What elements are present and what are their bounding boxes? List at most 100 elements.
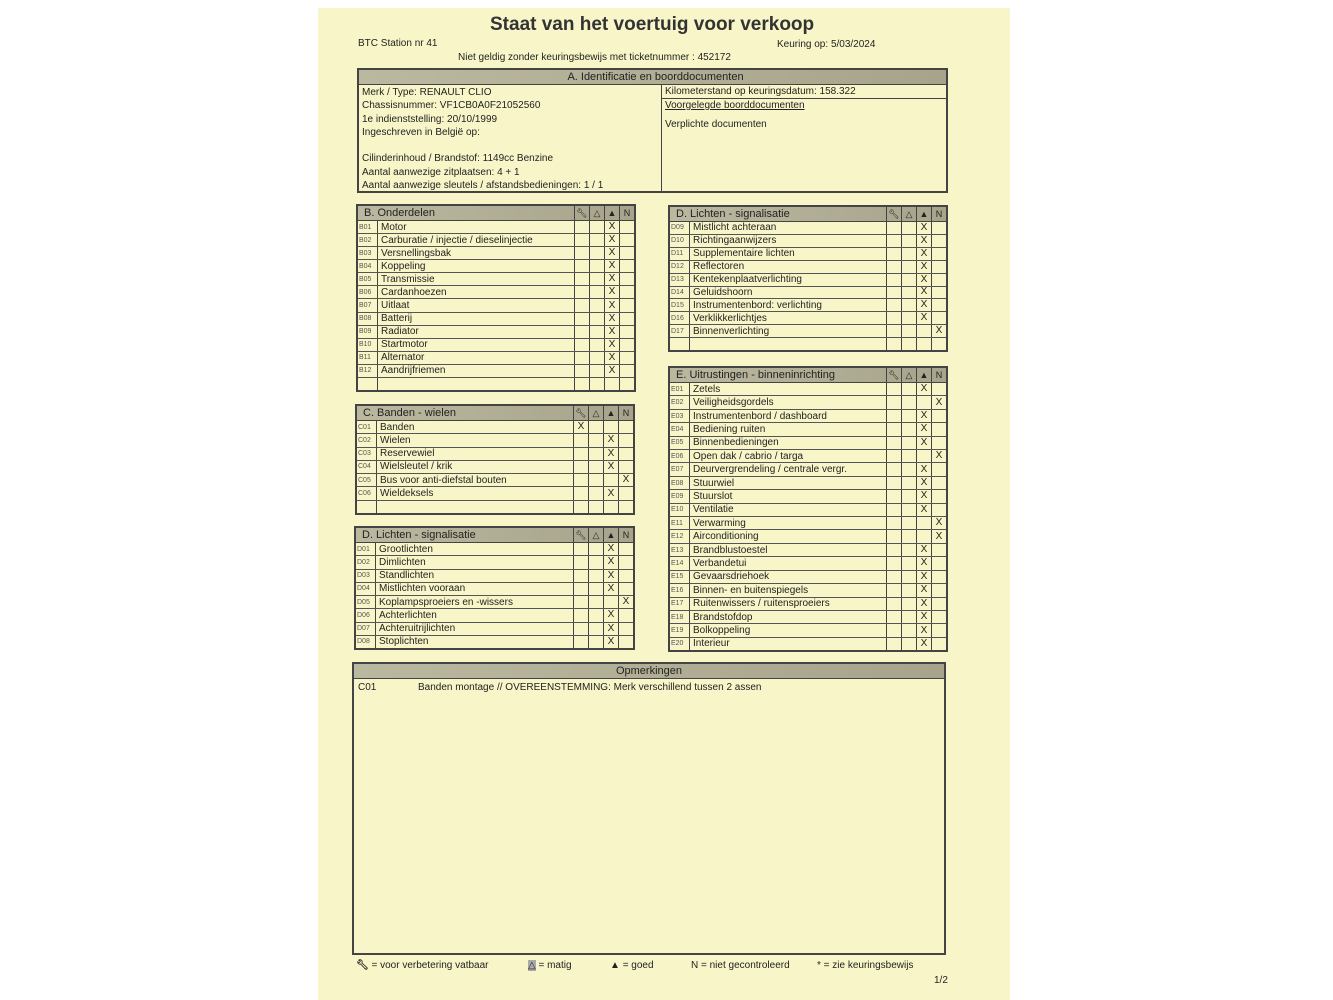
table-row: B03 Versnellingsbak X [358, 247, 634, 261]
item-code: D09 [670, 222, 690, 234]
item-name: Achteruitrijlichten [379, 623, 456, 635]
item-code: E06 [670, 450, 690, 463]
check-cell-niet [931, 260, 946, 273]
vehicle-detail-line: Merk / Type: RENAULT CLIO [362, 87, 492, 98]
item-code: C03 [357, 447, 377, 460]
check-cell-goed: X [604, 247, 619, 260]
check-cell-matig [589, 247, 604, 260]
item-code: B02 [358, 234, 378, 247]
check-cell-goed: X [916, 286, 931, 299]
check-cell-niet: X [931, 530, 946, 543]
item-code: E20 [670, 637, 690, 651]
check-cell-verbetering [886, 396, 901, 409]
table-row: E16 Binnen- en buitenspiegels X [670, 584, 946, 598]
check-cell-goed: X [916, 222, 931, 234]
legend-niet: N = niet gecontroleerd [691, 960, 790, 971]
item-code: E09 [670, 490, 690, 503]
check-cell-niet: X [931, 396, 946, 409]
item-code: E18 [670, 610, 690, 624]
check-cell-goed: X [603, 609, 618, 622]
table-row: E05 Binnenbedieningen X [670, 436, 946, 451]
check-cell-matig [589, 286, 604, 299]
table-row: B04 Koppeling X [358, 260, 634, 274]
check-cell-matig [588, 543, 603, 556]
check-cell-niet [618, 487, 633, 500]
check-cell-verbetering [886, 273, 901, 286]
item-name: Koppeling [381, 260, 426, 272]
check-cell-matig [901, 436, 916, 450]
check-cell-goed: X [916, 543, 931, 557]
km-value: 158.322 [819, 86, 856, 97]
check-cell-niet [931, 584, 946, 597]
check-cell-matig [901, 530, 916, 543]
km-reading: Kilometerstand op keuringsdatum: 158.322 [662, 85, 946, 99]
table-row: C06 Wieldeksels X [357, 487, 633, 501]
item-name: Carburatie / injectie / dieselinjectie [381, 234, 533, 246]
check-cell-matig [588, 609, 603, 622]
warning-triangle-icon: △ [901, 207, 916, 221]
vehicle-details: Merk / Type: RENAULT CLIO Chassisnummer: … [359, 85, 662, 194]
table-row: B08 Batterij X [358, 312, 634, 326]
item-code: C02 [357, 434, 377, 447]
check-cell-goed [916, 450, 931, 463]
item-name: Instrumentenbord / dashboard [693, 410, 827, 422]
warning-triangle-icon: △ [528, 960, 536, 971]
check-cell-matig [901, 222, 916, 234]
item-name: Stuurwiel [693, 477, 735, 489]
check-cell-goed: X [604, 325, 619, 338]
item-code: D14 [670, 286, 690, 299]
check-cell-goed: X [916, 248, 931, 260]
check-cell-verbetering [574, 338, 589, 351]
thumbs-up-icon: ▲ [610, 960, 620, 971]
item-code: D04 [356, 582, 376, 595]
check-cell-niet [931, 222, 946, 234]
check-cell-verbetering [574, 221, 589, 234]
check-cell-goed: X [916, 490, 931, 503]
check-cell-verbetering [886, 234, 901, 247]
check-cell-verbetering [574, 364, 589, 377]
item-name: Banden [380, 421, 415, 433]
table-row: C03 Reservewiel X [357, 447, 633, 461]
km-label: Kilometerstand op keuringsdatum: [665, 86, 817, 97]
table-row: C01 Banden X [357, 421, 633, 435]
item-name: Verklikkerlichtjes [693, 312, 767, 324]
check-cell-matig [589, 234, 604, 247]
check-cell-goed: X [916, 570, 931, 584]
item-code: D12 [670, 260, 690, 273]
check-cell-matig [588, 635, 603, 648]
ticket-number: 452172 [697, 52, 731, 63]
wrench-icon: 🔧︎ [573, 406, 588, 420]
check-cell-goed: X [916, 274, 931, 286]
section-title: D. Lichten - signalisatie [676, 208, 790, 220]
check-cell-verbetering [573, 596, 588, 609]
check-cell-goed: X [604, 221, 619, 234]
item-name: Open dak / cabrio / targa [693, 450, 804, 462]
check-cell-goed: X [916, 557, 931, 570]
item-code: D16 [670, 312, 690, 325]
item-name: Instrumentenbord: verlichting [693, 299, 822, 311]
item-name: Alternator [381, 352, 425, 364]
check-cell-niet [931, 409, 946, 423]
table-row: E01 Zetels X [670, 383, 946, 397]
item-code: B03 [358, 247, 378, 260]
section-title: D. Lichten - signalisatie [362, 529, 476, 541]
check-cell-matig [901, 273, 916, 286]
item-code: B12 [358, 364, 378, 377]
table-row: E07 Deurvergrendeling / centrale vergr. X [670, 463, 946, 477]
check-cell-goed: X [604, 260, 619, 273]
vehicle-detail-line: Aantal aanwezige zitplaatsen: 4 + 1 [362, 166, 520, 178]
item-code: E10 [670, 503, 690, 517]
section-banden: C. Banden - wielen 🔧︎ △ ▲ N C01 Banden X C02 Wiel… [355, 404, 635, 515]
check-cell-niet [931, 597, 946, 610]
check-cell-verbetering [886, 423, 901, 436]
check-cell-niet [618, 434, 633, 447]
check-cell-matig [901, 247, 916, 260]
niet-gecontroleerd-column: N [618, 406, 633, 420]
ticket-note: Niet geldig zonder keuringsbewijs met ti… [458, 52, 731, 63]
check-cell-goed [603, 474, 618, 487]
check-cell-goed [916, 325, 931, 338]
table-row: D13 Kentekenplaatverlichting X [670, 274, 946, 287]
item-code: E16 [670, 584, 690, 597]
check-cell-verbetering [886, 597, 901, 610]
verplicht-label: Verplichte documenten [665, 119, 767, 130]
